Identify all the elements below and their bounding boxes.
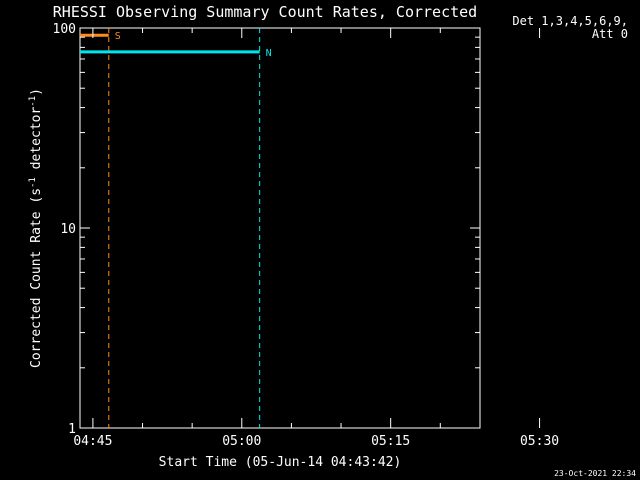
y-axis-label-main: Corrected Count Rate (s [29,188,44,368]
marker-label-S: S [115,31,121,42]
legend-title-line-2: Att 0 [592,27,628,41]
y-axis-label-end: ) [29,88,44,96]
marker-label-N: N [266,48,272,59]
x-tick-label: 05:00 [222,434,261,449]
marker-layer: SN [80,28,272,428]
y-axis-label-sup2: -1 [28,96,38,107]
legend-title-line-1: Det 1,3,4,5,6,9, [512,14,628,28]
legend: Det 1,3,4,5,6,9, Att 0 [512,14,628,41]
y-tick-label: 1 [68,422,76,437]
chart-title: RHESSI Observing Summary Count Rates, Co… [53,3,477,21]
x-tick-label: 05:30 [520,434,559,449]
x-axis-label: Start Time (05-Jun-14 04:43:42) [159,455,402,470]
y-tick-label: 100 [53,22,76,37]
y-axis: 1 10 100 [53,22,480,437]
y-axis-label: Corrected Count Rate (s-1 detector-1) [28,88,44,368]
footer-date: 23-Oct-2021 22:34 [554,469,636,478]
x-tick-label: 05:15 [371,434,410,449]
y-tick-label: 10 [60,222,76,237]
y-axis-label-tail: detector [29,107,44,178]
x-tick-label: 04:45 [73,434,112,449]
y-axis-label-sup: -1 [28,177,38,188]
